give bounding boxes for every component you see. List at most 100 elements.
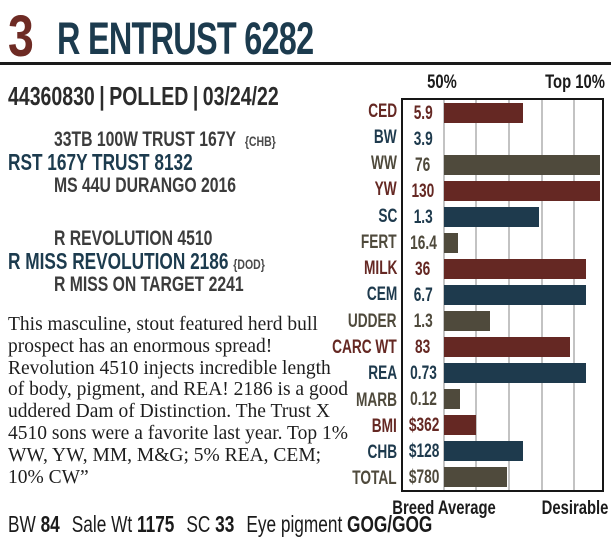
epd-label-text: BMI — [371, 415, 397, 437]
epd-row-ww: 76 — [403, 152, 602, 178]
epd-row-yw: 130 — [403, 178, 602, 204]
epd-row-labels: CED BW WW YW SC FERT MILK CEM UDDER CARC WT REA MAR… — [332, 98, 397, 492]
epd-value: 0.12 — [403, 390, 443, 409]
epd-value: 36 — [403, 260, 443, 279]
epd-label-text: CARC WT — [332, 337, 397, 359]
epd-label-rea: REA — [341, 361, 397, 387]
epd-value-text: 83 — [415, 336, 431, 358]
lot-title: R ENTRUST 6282 — [57, 13, 314, 64]
epd-bar — [444, 103, 523, 123]
epd-label-fert: FERT — [341, 229, 397, 255]
epd-bar — [444, 441, 523, 461]
epd-value-text: $362 — [408, 414, 440, 436]
epd-row-carc-wt: 83 — [403, 334, 602, 360]
epd-label-text: YW — [374, 179, 397, 201]
pedigree-sire-grandsire: 33TB 100W TRUST 167Y {CHB} — [54, 128, 276, 151]
epd-value-text: 16.4 — [409, 232, 437, 254]
stat-eye-pigment: Eye pigment GOG/GOG — [246, 511, 432, 537]
pedigree-sire-granddam: MS 44U DURANGO 2016 — [54, 174, 237, 197]
epd-label-sc: SC — [341, 203, 397, 229]
horn-status: POLLED — [109, 81, 189, 111]
epd-value-text: 36 — [415, 258, 431, 280]
separator: | — [99, 81, 105, 111]
epd-bar — [444, 155, 601, 175]
epd-label-yw: YW — [341, 177, 397, 203]
epd-row-marb: 0.12 — [403, 386, 602, 412]
epd-value: 6.7 — [403, 286, 443, 305]
pedigree-dam-grandsire: R REVOLUTION 4510 — [54, 227, 213, 250]
epd-value: $362 — [403, 416, 443, 435]
chart-header-50pct: 50% — [427, 72, 457, 93]
epd-label-text: CEM — [366, 284, 397, 306]
registration-line: 44360830 | POLLED | 03/24/22 — [8, 83, 369, 109]
stat-label: BW — [8, 511, 36, 537]
epd-bar — [444, 259, 587, 279]
chart-footer-desirable: Desirable — [541, 498, 609, 519]
title-divider — [0, 62, 611, 65]
stat-value: 1175 — [132, 511, 175, 537]
stat-bw: BW 84 — [8, 511, 60, 537]
epd-label-text: SC — [377, 205, 397, 227]
stat-label: SC — [186, 511, 211, 537]
bottom-stats-line: BW 84 Sale Wt 1175 SC 33 Eye pigment GOG/GO… — [8, 511, 574, 537]
epd-label-text: CED — [368, 100, 397, 122]
epd-value: 0.73 — [403, 364, 443, 383]
epd-value-text: $128 — [408, 440, 440, 462]
epd-value-text: 1.3 — [413, 310, 433, 332]
pedigree-dam: R MISS REVOLUTION 2186 {DOD} — [8, 248, 265, 274]
epd-bar — [444, 181, 601, 201]
epd-label-text: BW — [374, 126, 397, 148]
stat-label: Sale Wt — [71, 511, 133, 537]
registration-number: 44360830 — [8, 81, 95, 111]
stat-sale-wt: Sale Wt 1175 — [71, 511, 175, 537]
epd-row-total: $780 — [403, 464, 602, 490]
epd-label-text: REA — [368, 363, 397, 385]
epd-bar — [444, 415, 476, 435]
epd-label-text: TOTAL — [352, 468, 397, 490]
epd-chart: 50% Top 10% CED BW WW YW SC FERT MILK CEM UDDER C… — [332, 70, 611, 532]
epd-label-text: FERT — [361, 231, 397, 253]
epd-value-text: 76 — [415, 154, 431, 176]
epd-bar — [444, 389, 460, 409]
epd-bar — [444, 207, 539, 227]
epd-row-sc: 1.3 — [403, 204, 602, 230]
epd-row-chb: $128 — [403, 438, 602, 464]
epd-label-text: WW — [371, 153, 397, 175]
epd-bar — [444, 363, 587, 383]
epd-bar — [444, 467, 508, 487]
epd-label-ced: CED — [341, 98, 397, 124]
epd-label-milk: MILK — [341, 256, 397, 282]
stat-value: 84 — [35, 511, 60, 537]
chart-header-top10pct: Top 10% — [545, 72, 605, 93]
epd-label-total: TOTAL — [341, 466, 397, 492]
chb-tag: {CHB} — [244, 133, 276, 149]
epd-value-text: 0.12 — [409, 388, 437, 410]
epd-label-text: MILK — [363, 258, 397, 280]
stat-label: Eye pigment — [246, 511, 343, 537]
epd-label-ww: WW — [341, 151, 397, 177]
epd-row-milk: 36 — [403, 256, 602, 282]
epd-row-fert: 16.4 — [403, 230, 602, 256]
epd-bar — [444, 285, 587, 305]
sale-description: This masculine, stout featured herd bull… — [8, 314, 348, 488]
epd-bar — [444, 311, 490, 331]
lot-number: 3 — [8, 4, 34, 69]
epd-value: 3.9 — [403, 130, 443, 149]
birth-date: 03/24/22 — [202, 81, 279, 111]
epd-value: $128 — [403, 442, 443, 461]
epd-label-carc-wt: CARC WT — [332, 334, 397, 360]
epd-label-text: UDDER — [348, 310, 397, 332]
epd-label-text: CHB — [367, 442, 397, 464]
epd-row-cem: 6.7 — [403, 282, 602, 308]
chart-footer-breed-average: Breed Average — [392, 498, 496, 519]
epd-row-udder: 1.3 — [403, 308, 602, 334]
epd-value: 1.3 — [403, 208, 443, 227]
epd-chart-plot-area: 5.9 3.9 76 130 1.3 16.4 36 6.7 1.3 83 0.73 0.12 $362… — [401, 98, 604, 492]
epd-bar — [444, 337, 571, 357]
epd-label-bmi: BMI — [341, 413, 397, 439]
epd-value-text: 1.3 — [413, 206, 433, 228]
epd-label-marb: MARB — [341, 387, 397, 413]
epd-value-text: 5.9 — [413, 102, 433, 124]
epd-row-rea: 0.73 — [403, 360, 602, 386]
epd-value: 130 — [403, 182, 443, 201]
